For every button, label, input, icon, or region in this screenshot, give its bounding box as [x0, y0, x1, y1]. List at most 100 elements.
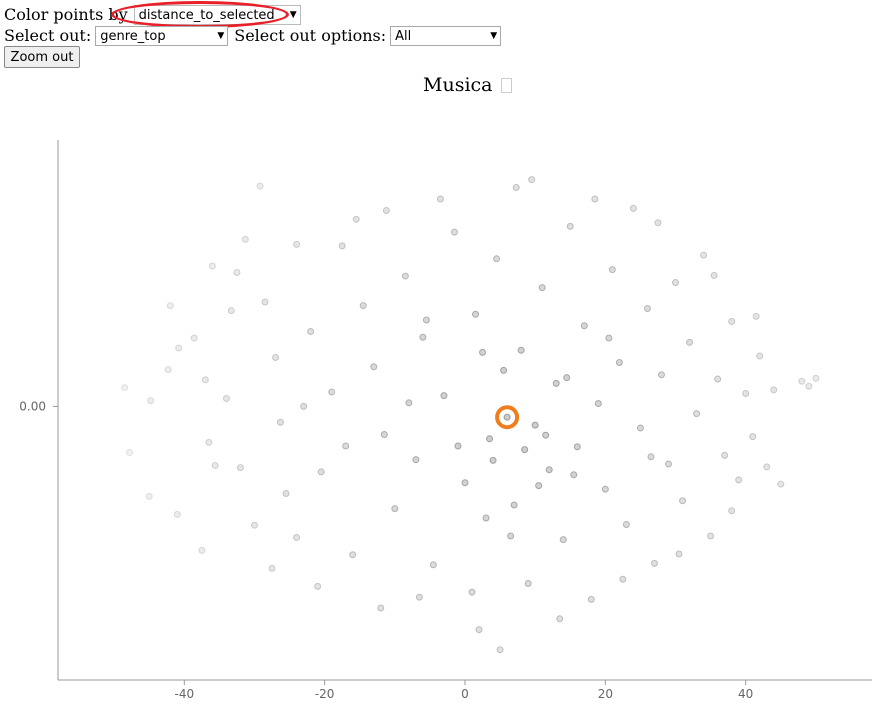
scatter-point[interactable]	[710, 271, 718, 279]
scatter-point[interactable]	[629, 204, 637, 212]
scatter-point[interactable]	[419, 333, 427, 341]
scatter-point[interactable]	[728, 317, 736, 325]
scatter-point[interactable]	[307, 328, 315, 336]
scatter-point[interactable]	[198, 546, 206, 554]
scatter-point[interactable]	[261, 298, 269, 306]
scatter-point[interactable]	[756, 352, 764, 360]
scatter-point[interactable]	[507, 532, 515, 540]
scatter-point[interactable]	[601, 485, 609, 493]
scatter-point[interactable]	[349, 551, 357, 559]
color-by-select[interactable]: distance_to_selected ▼	[133, 5, 301, 25]
scatter-point[interactable]	[121, 384, 129, 392]
scatter-point[interactable]	[454, 442, 462, 450]
scatter-point[interactable]	[486, 435, 494, 443]
scatter-point[interactable]	[545, 466, 553, 474]
selected-point-marker[interactable]	[495, 405, 520, 430]
scatter-point[interactable]	[542, 431, 550, 439]
scatter-point[interactable]	[749, 433, 757, 441]
scatter-point[interactable]	[672, 279, 680, 287]
scatter-point[interactable]	[380, 430, 388, 438]
scatter-point[interactable]	[675, 550, 683, 558]
scatter-point[interactable]	[657, 371, 665, 379]
scatter-point[interactable]	[619, 575, 627, 583]
scatter-point[interactable]	[707, 532, 715, 540]
scatter-point[interactable]	[429, 561, 437, 569]
scatter-point[interactable]	[570, 471, 578, 479]
scatter-point[interactable]	[440, 392, 448, 400]
scatter-point[interactable]	[615, 358, 623, 366]
scatter-point[interactable]	[770, 386, 778, 394]
scatter-point[interactable]	[528, 176, 536, 184]
scatter-point[interactable]	[370, 363, 378, 371]
scatter-point[interactable]	[489, 456, 497, 464]
scatter-point[interactable]	[535, 482, 543, 490]
scatter-point[interactable]	[735, 476, 743, 484]
scatter-point[interactable]	[591, 195, 599, 203]
scatter-point[interactable]	[556, 615, 564, 623]
scatter-point[interactable]	[391, 505, 399, 513]
scatter-point[interactable]	[377, 604, 385, 612]
scatter-point[interactable]	[405, 399, 413, 407]
scatter-point[interactable]	[636, 424, 644, 432]
scatter-point[interactable]	[276, 418, 284, 426]
scatter-point[interactable]	[293, 240, 301, 248]
scatter-point[interactable]	[566, 222, 574, 230]
scatter-point[interactable]	[222, 394, 230, 402]
scatter-point[interactable]	[415, 593, 423, 601]
scatter-point[interactable]	[475, 626, 483, 634]
scatter-point[interactable]	[382, 207, 390, 215]
scatter-point[interactable]	[531, 421, 539, 429]
scatter-point[interactable]	[777, 480, 785, 488]
scatter-point[interactable]	[359, 302, 367, 310]
scatter-point[interactable]	[147, 397, 155, 405]
scatter-point[interactable]	[742, 389, 750, 397]
scatter-point[interactable]	[468, 588, 476, 596]
scatter-point[interactable]	[342, 442, 350, 450]
scatter-point[interactable]	[552, 379, 560, 387]
scatter-point[interactable]	[538, 284, 546, 292]
scatter-point[interactable]	[166, 302, 174, 310]
scatter-point[interactable]	[805, 382, 813, 390]
scatter-point[interactable]	[436, 195, 444, 203]
scatter-point[interactable]	[300, 402, 308, 410]
scatter-point[interactable]	[205, 438, 213, 446]
scatter-point[interactable]	[328, 388, 336, 396]
scatter-point[interactable]	[524, 580, 532, 588]
scatter-point[interactable]	[461, 479, 469, 487]
scatter-point[interactable]	[693, 410, 701, 418]
scatter-point[interactable]	[236, 464, 244, 472]
select-out-options-select[interactable]: All ▼	[390, 26, 502, 46]
scatter-point[interactable]	[587, 595, 595, 603]
scatter-point[interactable]	[493, 255, 501, 263]
scatter-point[interactable]	[412, 456, 420, 464]
scatter-point[interactable]	[272, 353, 280, 361]
scatter-point[interactable]	[563, 374, 571, 382]
scatter-point[interactable]	[173, 510, 181, 518]
scatter-point[interactable]	[517, 346, 525, 354]
scatter-point[interactable]	[654, 219, 662, 227]
scatter-point[interactable]	[643, 304, 651, 312]
scatter-point[interactable]	[503, 413, 511, 421]
scatter-point[interactable]	[482, 514, 490, 522]
scatter-point[interactable]	[594, 400, 602, 408]
scatter-point[interactable]	[227, 307, 235, 315]
scatter-point[interactable]	[282, 490, 290, 498]
scatter-point[interactable]	[608, 266, 616, 274]
scatter-point[interactable]	[241, 235, 249, 243]
select-out-select[interactable]: genre_top ▼	[95, 26, 229, 46]
scatter-point[interactable]	[580, 322, 588, 330]
scatter-point[interactable]	[721, 451, 729, 459]
scatter-point[interactable]	[496, 646, 504, 654]
scatter-point[interactable]	[233, 268, 241, 276]
scatter-point[interactable]	[647, 453, 655, 461]
scatter-point[interactable]	[605, 334, 613, 342]
zoom-out-button[interactable]: Zoom out	[4, 46, 80, 68]
scatter-point[interactable]	[510, 501, 518, 509]
scatter-point[interactable]	[256, 182, 264, 190]
scatter-point[interactable]	[686, 338, 694, 346]
scatter-point[interactable]	[798, 377, 806, 385]
scatter-point[interactable]	[479, 348, 487, 356]
scatter-point[interactable]	[250, 521, 258, 529]
scatter-point[interactable]	[573, 443, 581, 451]
